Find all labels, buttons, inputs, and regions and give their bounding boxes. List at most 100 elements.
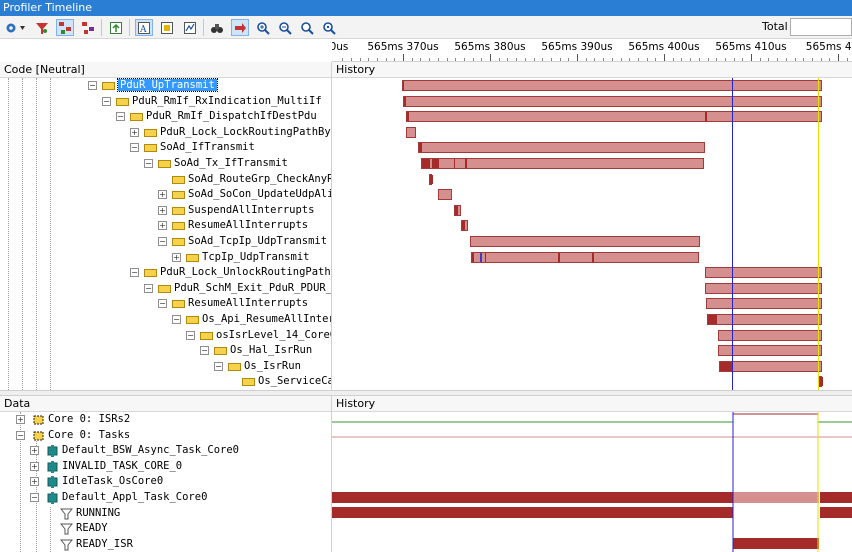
call-bar[interactable]: [403, 95, 822, 107]
expand-icon[interactable]: +: [158, 205, 167, 215]
function-label[interactable]: ResumeAllInterrupts: [188, 297, 309, 310]
function-label[interactable]: Os_Api_ResumeAllInter: [202, 313, 331, 325]
expand-icon[interactable]: +: [30, 477, 39, 487]
function-label[interactable]: osIsrLevel_14_Core0: [216, 328, 331, 341]
function-label[interactable]: PduR_Lock_LockRoutingPathByD: [160, 125, 331, 138]
data-history-timeline[interactable]: [332, 412, 852, 552]
collapse-icon[interactable]: −: [158, 299, 167, 309]
function-label[interactable]: PduR_RmIf_RxIndication_MultiIf: [132, 94, 322, 107]
code-tree-row[interactable]: + SoAd_SoCon_UpdateUdpAliv: [0, 187, 331, 203]
function-label[interactable]: SuspendAllInterrupts: [188, 203, 315, 216]
function-label[interactable]: PduR_Lock_UnlockRoutingPathB: [160, 266, 331, 279]
data-label[interactable]: RUNNING: [76, 506, 121, 519]
function-label[interactable]: PduR_UpTransmit: [117, 78, 218, 92]
expand-icon[interactable]: +: [172, 252, 181, 262]
code-tree-row[interactable]: − SoAd_TcpIp_UdpTransmit: [0, 234, 331, 250]
function-label[interactable]: Os_IsrRun: [244, 359, 301, 372]
data-label[interactable]: IdleTask_OsCore0: [62, 475, 164, 488]
call-bar[interactable]: [406, 111, 822, 123]
data-label[interactable]: Core 0: Tasks: [48, 428, 131, 441]
time-cursor-blue[interactable]: [732, 78, 733, 390]
data-tree-row[interactable]: READY: [0, 521, 331, 537]
function-label[interactable]: SoAd_TcpIp_UdpTransmit: [188, 235, 328, 247]
time-ruler[interactable]: 0us 565ms 370us 565ms 380us 565ms 390us …: [332, 39, 852, 62]
data-tree-row[interactable]: − Core 0: Tasks: [0, 428, 331, 444]
data-pane-header[interactable]: Data: [0, 396, 331, 412]
call-bar[interactable]: [402, 80, 822, 91]
call-bar[interactable]: [421, 158, 704, 169]
expand-icon[interactable]: +: [30, 446, 39, 456]
call-bar[interactable]: [819, 376, 823, 388]
code-tree-row[interactable]: + TcpIp_UdpTransmit: [0, 250, 331, 266]
expand-icon[interactable]: +: [158, 190, 167, 200]
zoom-in-icon[interactable]: [254, 19, 272, 36]
zoom-fit-icon[interactable]: [298, 19, 316, 36]
collapse-icon[interactable]: −: [30, 493, 39, 502]
call-bar[interactable]: [705, 282, 822, 294]
collapse-icon[interactable]: −: [130, 268, 139, 278]
expand-icon[interactable]: +: [130, 127, 139, 137]
collapse-icon[interactable]: −: [158, 237, 167, 246]
code-tree-row[interactable]: + SuspendAllInterrupts: [0, 203, 331, 219]
pin-icon[interactable]: [231, 19, 249, 36]
code-tree-row[interactable]: − osIsrLevel_14_Core0: [0, 328, 331, 344]
call-bar[interactable]: [471, 251, 699, 263]
call-bar[interactable]: [454, 204, 461, 216]
call-bar[interactable]: [429, 173, 433, 185]
code-tree-row[interactable]: − PduR_RmIf_RxIndication_MultiIf: [0, 94, 331, 110]
call-bar[interactable]: [706, 298, 822, 310]
table-view-icon[interactable]: [158, 19, 176, 36]
call-bar[interactable]: [418, 142, 705, 154]
call-bar[interactable]: [438, 189, 452, 201]
call-bar[interactable]: [718, 345, 822, 357]
collapse-icon[interactable]: −: [144, 159, 153, 168]
total-input[interactable]: [790, 18, 852, 36]
data-label[interactable]: READY: [76, 522, 108, 535]
data-label[interactable]: Default_BSW_Async_Task_Core0: [62, 444, 240, 457]
function-label[interactable]: Os_Hal_IsrRun: [230, 344, 313, 357]
collapse-icon[interactable]: −: [130, 143, 139, 153]
zoom-reset-icon[interactable]: [320, 19, 338, 36]
collapse-icon[interactable]: −: [16, 430, 25, 440]
data-label[interactable]: Core 0: ISRs2: [48, 413, 131, 425]
export-icon[interactable]: [107, 19, 125, 36]
code-tree-row[interactable]: − ResumeAllInterrupts: [0, 296, 331, 312]
zoom-out-icon[interactable]: [276, 19, 294, 36]
collapse-icon[interactable]: −: [102, 96, 111, 106]
code-history-timeline[interactable]: [332, 78, 852, 390]
code-tree-row[interactable]: − Os_IsrRun: [0, 359, 331, 375]
function-label[interactable]: ResumeAllInterrupts: [188, 219, 309, 232]
call-bar[interactable]: [707, 314, 822, 325]
function-label[interactable]: SoAd_SoCon_UpdateUdpAliv: [188, 188, 331, 201]
function-label[interactable]: Os_ServiceCa: [258, 375, 331, 388]
code-tree-row[interactable]: Os_ServiceCa: [0, 374, 331, 390]
filter-icon[interactable]: [33, 19, 51, 36]
data-tree-row[interactable]: READY_ISR: [0, 537, 331, 552]
call-bar[interactable]: [406, 126, 416, 138]
code-pane-header[interactable]: Code [Neutral]: [0, 62, 331, 78]
collapse-icon[interactable]: −: [88, 81, 97, 90]
data-label[interactable]: Default_Appl_Task_Core0: [62, 491, 208, 503]
data-tree-row[interactable]: + IdleTask_OsCore0: [0, 474, 331, 490]
function-label[interactable]: PduR_SchM_Exit_PduR_PDUR_E: [174, 281, 331, 294]
call-bar[interactable]: [719, 360, 822, 372]
function-label[interactable]: SoAd_Tx_IfTransmit: [174, 157, 288, 169]
expand-icon[interactable]: +: [30, 461, 39, 471]
code-tree-row[interactable]: − PduR_RmIf_DispatchIfDestPdu: [0, 109, 331, 125]
pane-splitter[interactable]: [0, 390, 852, 396]
code-tree-row[interactable]: − Os_Api_ResumeAllInter: [0, 312, 331, 328]
call-bar[interactable]: [470, 236, 700, 247]
collapse-icon[interactable]: −: [116, 112, 125, 122]
code-tree-row[interactable]: − SoAd_IfTransmit: [0, 140, 331, 156]
code-tree-row[interactable]: + PduR_Lock_LockRoutingPathByD: [0, 125, 331, 141]
collapse-icon[interactable]: −: [172, 315, 181, 324]
expand-icon[interactable]: +: [16, 415, 25, 424]
data-tree-row[interactable]: − Default_Appl_Task_Core0: [0, 490, 331, 506]
call-bar[interactable]: [718, 329, 822, 341]
collapse-icon[interactable]: −: [214, 361, 223, 371]
code-tree-row[interactable]: − Os_Hal_IsrRun: [0, 343, 331, 359]
data-label[interactable]: READY_ISR: [76, 537, 133, 550]
data-tree-row[interactable]: + Core 0: ISRs2: [0, 412, 331, 428]
code-tree-row[interactable]: − PduR_SchM_Exit_PduR_PDUR_E: [0, 281, 331, 297]
code-tree-row[interactable]: − PduR_UpTransmit: [0, 78, 331, 94]
